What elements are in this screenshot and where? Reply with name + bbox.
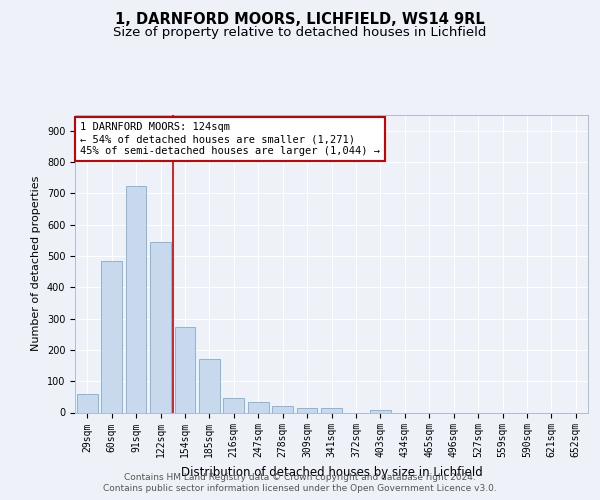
Bar	[150, 242, 171, 412]
Text: Size of property relative to detached houses in Lichfield: Size of property relative to detached ho…	[113, 26, 487, 39]
Bar	[199, 358, 220, 412]
Text: Contains HM Land Registry data © Crown copyright and database right 2024.: Contains HM Land Registry data © Crown c…	[124, 472, 476, 482]
Bar	[248, 402, 269, 412]
Bar	[101, 261, 122, 412]
Bar	[272, 406, 293, 412]
Bar	[321, 408, 342, 412]
Bar	[175, 328, 196, 412]
Y-axis label: Number of detached properties: Number of detached properties	[31, 176, 41, 352]
Text: Contains public sector information licensed under the Open Government Licence v3: Contains public sector information licen…	[103, 484, 497, 493]
Text: 1, DARNFORD MOORS, LICHFIELD, WS14 9RL: 1, DARNFORD MOORS, LICHFIELD, WS14 9RL	[115, 12, 485, 28]
Bar	[223, 398, 244, 412]
Bar	[296, 408, 317, 412]
Bar	[370, 410, 391, 412]
X-axis label: Distribution of detached houses by size in Lichfield: Distribution of detached houses by size …	[181, 466, 482, 479]
Text: 1 DARNFORD MOORS: 124sqm
← 54% of detached houses are smaller (1,271)
45% of sem: 1 DARNFORD MOORS: 124sqm ← 54% of detach…	[80, 122, 380, 156]
Bar	[125, 186, 146, 412]
Bar	[77, 394, 98, 412]
